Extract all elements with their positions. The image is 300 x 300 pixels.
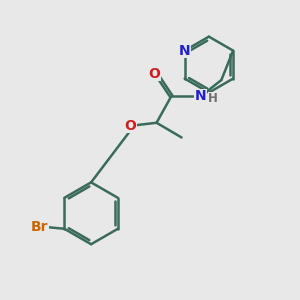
Text: N: N [195, 89, 206, 103]
Text: O: O [148, 67, 160, 81]
Text: O: O [124, 119, 136, 133]
Text: H: H [208, 92, 218, 105]
Text: N: N [179, 44, 190, 58]
Text: Br: Br [31, 220, 49, 234]
